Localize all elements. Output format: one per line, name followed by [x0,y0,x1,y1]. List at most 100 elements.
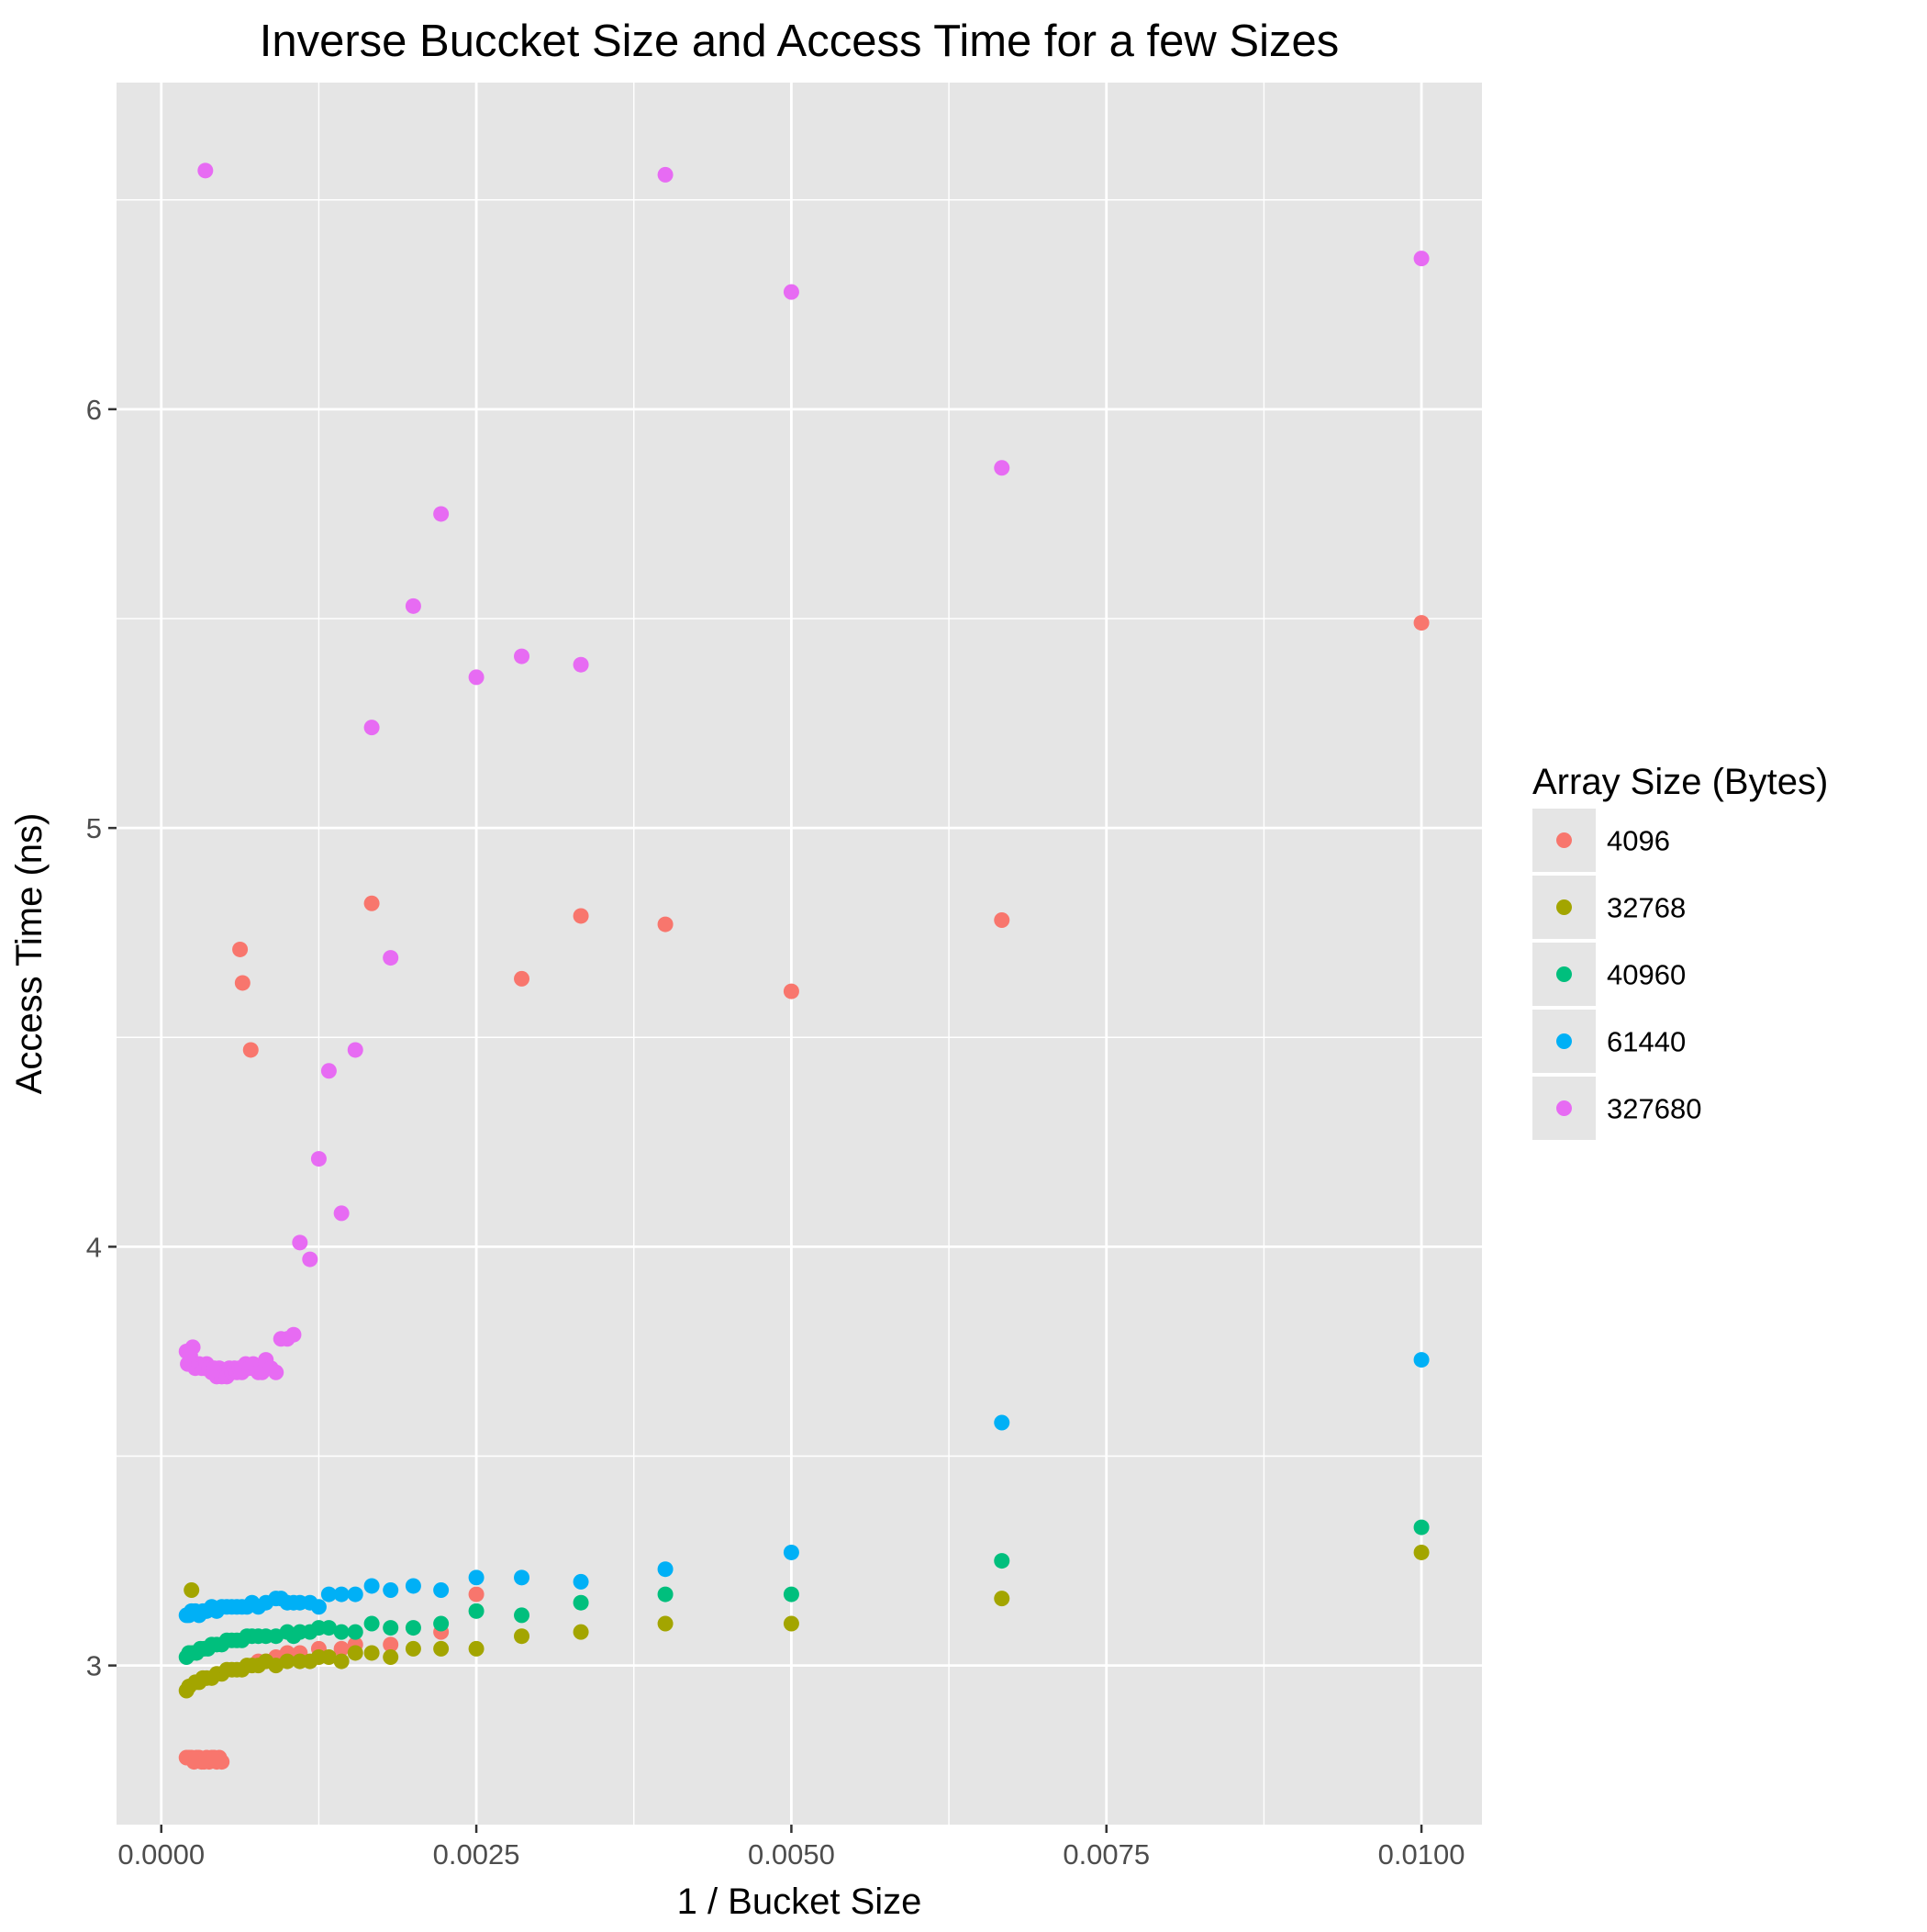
data-point [657,1561,674,1578]
data-point [433,1640,450,1657]
data-point [347,1586,363,1603]
x-tick-label: 0.0075 [1063,1838,1150,1871]
x-tick-label: 0.0100 [1378,1838,1465,1871]
data-point [333,1624,350,1640]
data-point [657,1615,674,1632]
data-point [514,1607,530,1624]
legend-label: 4096 [1607,825,1670,857]
data-point [383,1620,399,1636]
data-point [310,1151,327,1167]
data-point [783,1544,799,1560]
series-40960 [178,1519,1430,1665]
y-tick-label: 5 [86,812,102,844]
data-point [214,1754,230,1770]
data-point [1413,1519,1430,1536]
series-61440 [178,1352,1430,1624]
data-point [184,1582,200,1598]
data-point [1413,615,1430,631]
legend-item: 61440 [1532,1010,1686,1073]
data-point [994,912,1010,928]
data-point [994,1414,1010,1431]
data-point [514,648,530,664]
x-tick-label: 0.0050 [748,1838,835,1871]
data-point [405,597,421,614]
data-point [363,1645,380,1661]
data-point [292,1234,308,1251]
data-point [514,1569,530,1586]
data-point [363,1578,380,1594]
x-tick-label: 0.0000 [117,1838,205,1871]
data-point [994,460,1010,476]
data-point [657,1586,674,1603]
data-point [657,916,674,932]
data-point [363,720,380,736]
legend: Array Size (Bytes) 4096 32768 40960 61440 32… [1532,762,1828,1140]
x-axis-title: 1 / Bucket Size [677,1882,922,1922]
data-point [302,1251,318,1268]
axes: 0.0000 0.0025 0.0050 0.0075 0.0100 3 4 5 6 [86,394,1465,1871]
legend-item: 4096 [1532,809,1670,872]
data-point [468,1569,485,1586]
data-point [433,1582,450,1598]
legend-label: 327680 [1607,1093,1701,1125]
legend-key-point [1556,832,1572,848]
legend-label: 61440 [1607,1026,1686,1058]
data-point [383,1649,399,1665]
data-point [320,1063,337,1079]
data-point [1413,1352,1430,1368]
legend-item: 327680 [1532,1077,1701,1140]
data-point [994,1591,1010,1607]
data-point [333,1205,350,1222]
data-point [320,1620,337,1636]
y-tick-label: 4 [86,1231,102,1263]
data-point [573,656,589,673]
data-point [320,1586,337,1603]
series-32768 [178,1544,1430,1699]
legend-label: 32768 [1607,892,1686,924]
data-point [573,1573,589,1590]
legend-key-point [1556,1033,1572,1049]
data-point [468,669,485,686]
data-point [197,162,214,179]
data-point [333,1653,350,1670]
data-point [783,1615,799,1632]
data-point [383,950,399,966]
data-point [994,1553,1010,1569]
data-point [514,1628,530,1645]
data-point [234,975,251,991]
data-point [363,895,380,911]
data-point [433,506,450,522]
plot-panel [117,83,1482,1825]
data-point [279,1653,295,1670]
y-axis-title: Access Time (ns) [9,813,50,1095]
data-point [405,1620,421,1636]
data-point [1413,251,1430,267]
data-point [347,1042,363,1058]
legend-label: 40960 [1607,959,1686,991]
series-327680 [178,162,1430,1385]
data-point [285,1326,302,1343]
data-point [405,1578,421,1594]
data-point [573,1624,589,1640]
data-point [363,1615,380,1632]
data-point [310,1599,327,1615]
data-point [320,1649,337,1665]
data-point [783,983,799,1000]
data-point [468,1586,485,1603]
data-point [468,1603,485,1619]
y-tick-label: 3 [86,1650,102,1682]
data-point [657,166,674,183]
data-point [232,941,249,957]
legend-item: 40960 [1532,943,1686,1006]
x-tick-label: 0.0025 [433,1838,520,1871]
data-point [514,970,530,987]
data-point [347,1624,363,1640]
data-point [573,908,589,924]
data-point [405,1640,421,1657]
data-point [468,1640,485,1657]
data-point [433,1615,450,1632]
legend-item: 32768 [1532,876,1686,939]
data-point [783,1586,799,1603]
